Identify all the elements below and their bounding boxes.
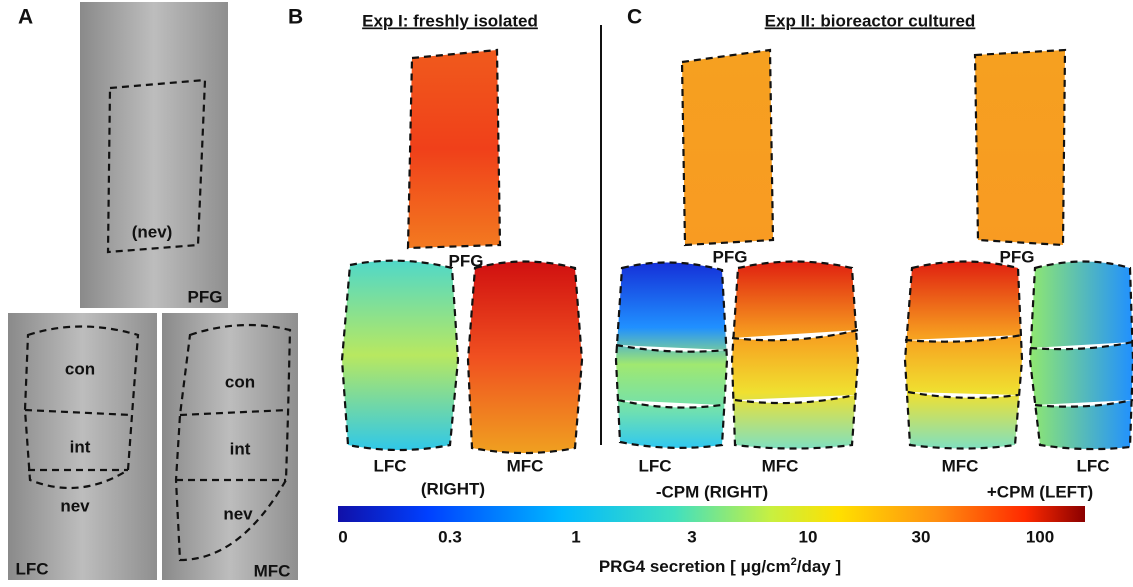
condition-label: +CPM (LEFT) [987, 482, 1093, 501]
map-label: MFC [942, 456, 979, 475]
heatmap [614, 261, 729, 449]
region-outline [23, 325, 140, 490]
panel-title: Exp I: freshly isolated [362, 11, 538, 30]
image-label: PFG [188, 287, 223, 306]
colorbar-label: PRG4 secretion [ μg/cm2/day ] [599, 556, 841, 577]
colorbar-tick-label: 0 [338, 527, 347, 546]
region-label: int [230, 439, 251, 458]
heatmap [466, 260, 584, 455]
colorbar-tick-label: 10 [799, 527, 818, 546]
panel-title: Exp II: bioreactor cultured [765, 11, 976, 30]
image-label: MFC [254, 561, 291, 580]
label-part: /day ] [797, 557, 841, 576]
region-label: int [70, 437, 91, 456]
region-label: con [65, 359, 95, 378]
colorbar-tick-label: 100 [1026, 527, 1054, 546]
image-label: LFC [15, 559, 48, 578]
region-label: nev [223, 504, 253, 523]
condition-label: (RIGHT) [421, 479, 485, 498]
condition-label: -CPM (RIGHT) [656, 482, 768, 501]
map-label: PFG [1000, 247, 1035, 266]
heatmap [730, 260, 860, 450]
heatmap [973, 48, 1067, 247]
region-label: con [225, 372, 255, 391]
region-outline [106, 78, 207, 254]
heatmap [340, 259, 460, 452]
map-label: LFC [638, 456, 671, 475]
panel-letter: C [627, 6, 642, 29]
heatmap [1028, 260, 1133, 451]
colorbar-tick-label: 1 [571, 527, 580, 546]
pfg-photo [80, 2, 228, 308]
heatmap [903, 260, 1024, 450]
map-label: MFC [507, 456, 544, 475]
map-label: PFG [449, 251, 484, 270]
mfc-photo [162, 313, 298, 580]
panel-letter: B [288, 6, 303, 29]
map-label: PFG [713, 247, 748, 266]
colorbar-ticks: 0 0.3 1 3 10 30 100 [338, 527, 1054, 546]
colorbar [338, 506, 1085, 522]
map-label: LFC [373, 456, 406, 475]
colorbar-tick-label: 30 [912, 527, 931, 546]
heatmap [680, 48, 775, 247]
label-part: 2 [791, 556, 797, 568]
heatmap [406, 48, 502, 250]
map-label: MFC [762, 456, 799, 475]
map-label: LFC [1076, 456, 1109, 475]
colorbar-tick-label: 0.3 [438, 527, 462, 546]
label-part: PRG4 secretion [ μg/cm [599, 557, 791, 576]
colorbar-tick-label: 3 [687, 527, 696, 546]
region-outline [174, 323, 292, 562]
region-label: (nev) [132, 222, 173, 241]
panel-letter: A [18, 6, 33, 29]
region-label: nev [60, 496, 90, 515]
lfc-photo [8, 313, 157, 580]
